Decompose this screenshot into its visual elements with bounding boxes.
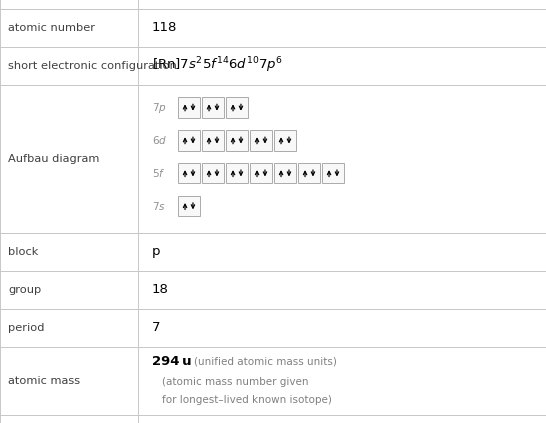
Text: period: period [8, 322, 45, 332]
Text: $6d$: $6d$ [152, 135, 167, 146]
Text: p: p [152, 245, 161, 258]
Text: 118: 118 [152, 21, 177, 34]
Text: for longest–lived known isotope): for longest–lived known isotope) [162, 395, 332, 404]
Text: $[\mathrm{Rn}]7s^{2}5f^{14}6d^{10}7p^{6}$: $[\mathrm{Rn}]7s^{2}5f^{14}6d^{10}7p^{6}… [152, 56, 283, 75]
Bar [178, 130, 200, 151]
Text: short electronic configuration: short electronic configuration [8, 60, 177, 71]
Bar [178, 97, 200, 118]
Bar [202, 97, 224, 118]
Text: $5f$: $5f$ [152, 168, 165, 179]
Text: 7: 7 [152, 321, 161, 334]
Bar [298, 163, 320, 184]
Bar [322, 163, 344, 184]
Text: atomic number: atomic number [8, 22, 96, 33]
Bar [226, 97, 248, 118]
Bar [178, 196, 200, 217]
Text: $7p$: $7p$ [152, 101, 167, 115]
Text: Aufbau diagram: Aufbau diagram [8, 154, 100, 164]
Bar [226, 163, 248, 184]
Bar [250, 163, 272, 184]
Bar [202, 130, 224, 151]
Bar [178, 163, 200, 184]
Text: (unified atomic mass units): (unified atomic mass units) [194, 357, 337, 366]
Text: group: group [8, 285, 41, 294]
Bar [250, 130, 272, 151]
Text: atomic mass: atomic mass [8, 376, 80, 385]
Text: (atomic mass number given: (atomic mass number given [162, 377, 308, 387]
Bar [202, 163, 224, 184]
Text: $7s$: $7s$ [152, 200, 166, 212]
Text: 294 u: 294 u [152, 355, 192, 368]
Bar [226, 130, 248, 151]
Text: 18: 18 [152, 283, 169, 296]
Bar [274, 130, 296, 151]
Bar [274, 163, 296, 184]
Text: block: block [8, 247, 39, 256]
